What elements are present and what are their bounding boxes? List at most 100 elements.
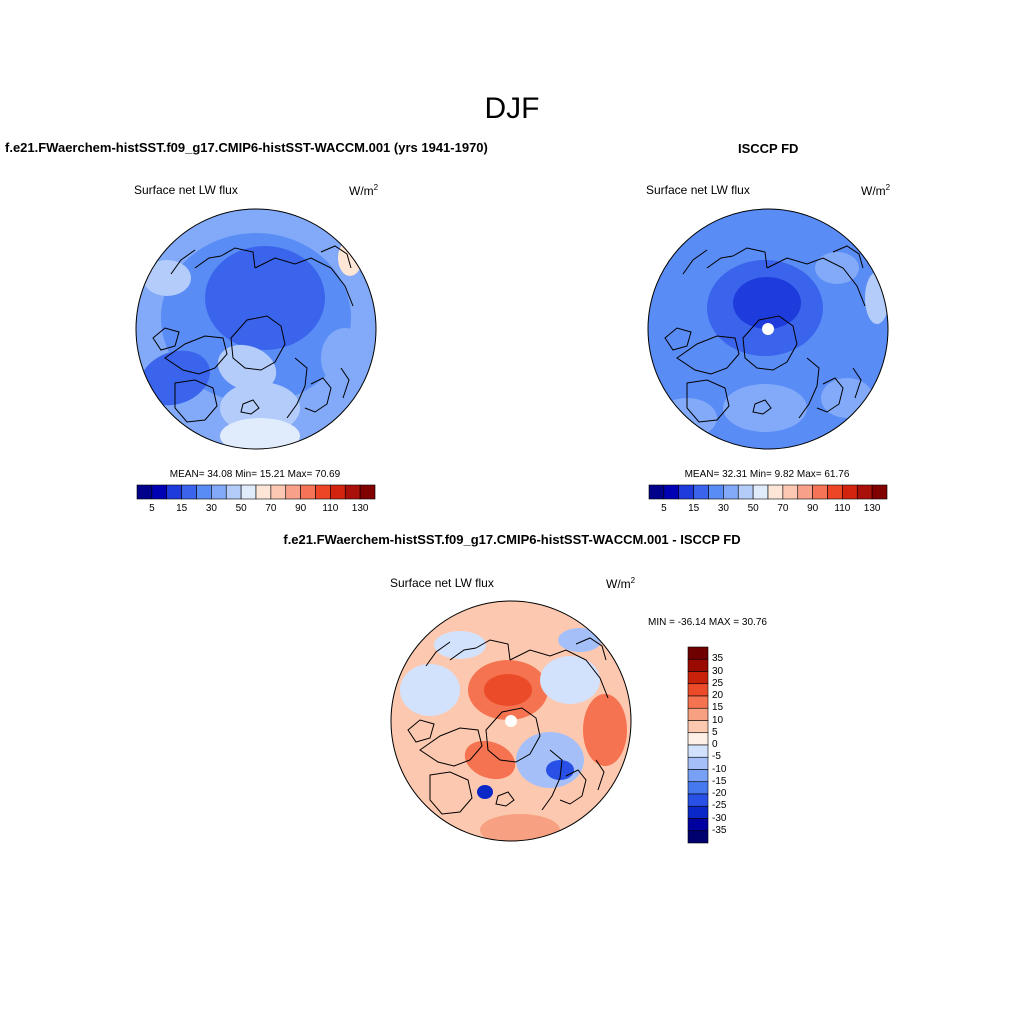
colorbar-tick-label: 5 (661, 503, 667, 514)
colorbar-swatch (270, 484, 287, 500)
panel2-colorbar-labels: 5 15 30 50 70 90 110 130 (649, 503, 887, 517)
colorbar-swatch (687, 646, 709, 660)
panel1-units: W/m2 (349, 183, 379, 198)
colorbar-tick-label: -15 (712, 775, 727, 787)
panel1-variable-label: Surface net LW flux (134, 183, 238, 197)
colorbar-tick-label: 15 (712, 702, 724, 714)
colorbar-swatch (166, 484, 182, 500)
colorbar-swatch (687, 732, 709, 746)
colorbar-swatch (181, 484, 197, 500)
colorbar-tick-label: 30 (717, 503, 729, 514)
colorbar-swatch (737, 484, 754, 500)
colorbar-swatch (687, 658, 709, 672)
colorbar-tick-label: 50 (235, 503, 247, 514)
colorbar-swatch (344, 484, 361, 500)
colorbar-swatch (767, 484, 784, 500)
colorbar-tick-label: 10 (712, 714, 724, 726)
colorbar-swatch (871, 484, 888, 500)
panel3-stats: MIN = -36.14 MAX = 30.76 (648, 617, 767, 628)
panel3-title: f.e21.FWaerchem-histSST.f09_g17.CMIP6-hi… (283, 532, 741, 547)
colorbar-tick-label: 130 (863, 503, 881, 514)
colorbar-swatch (136, 484, 153, 500)
colorbar-tick-label: 15 (176, 503, 188, 514)
colorbar-tick-label: -5 (712, 751, 721, 763)
panel2-units: W/m2 (861, 183, 891, 198)
colorbar-swatch (708, 484, 724, 500)
colorbar-swatch (723, 484, 739, 500)
colorbar-swatch (151, 484, 168, 500)
colorbar-swatch (225, 484, 242, 500)
colorbar-tick-label: 30 (712, 665, 724, 677)
panel2-variable-label: Surface net LW flux (646, 183, 750, 197)
colorbar-tick-label: 35 (712, 653, 724, 665)
colorbar-swatch (687, 671, 709, 685)
panel1-colorbar (136, 484, 376, 500)
colorbar-tick-label: 110 (834, 503, 851, 514)
panel1-polar-map (135, 208, 377, 450)
figure-title: DJF (484, 92, 540, 125)
colorbar-swatch (693, 484, 709, 500)
colorbar-swatch (812, 484, 828, 500)
panel2-title: ISCCP FD (738, 141, 799, 156)
colorbar-swatch (255, 484, 272, 500)
panel3-colorbar (687, 646, 709, 844)
panel1-title: f.e21.FWaerchem-histSST.f09_g17.CMIP6-hi… (5, 140, 488, 155)
colorbar-swatch (663, 484, 680, 500)
panel2-stats: MEAN= 32.31 Min= 9.82 Max= 61.76 (684, 469, 850, 480)
colorbar-tick-label: -30 (712, 812, 727, 824)
colorbar-swatch (300, 484, 316, 500)
colorbar-tick-label: 130 (351, 503, 369, 514)
colorbar-tick-label: 5 (149, 503, 155, 514)
colorbar-swatch (211, 484, 227, 500)
colorbar-swatch (856, 484, 873, 500)
colorbar-swatch (359, 484, 376, 500)
colorbar-swatch (240, 484, 257, 500)
panel2-colorbar (648, 484, 888, 500)
colorbar-swatch (315, 484, 331, 500)
colorbar-swatch (330, 484, 346, 500)
colorbar-tick-label: 25 (712, 677, 724, 689)
colorbar-swatch (752, 484, 769, 500)
colorbar-swatch (687, 707, 709, 721)
colorbar-tick-label: 20 (712, 690, 724, 701)
colorbar-swatch (842, 484, 858, 500)
colorbar-swatch (687, 805, 709, 819)
panel1-colorbar-labels: 5 15 30 50 70 90 110 130 (137, 503, 375, 517)
panel3-units: W/m2 (606, 576, 636, 591)
panel3-colorbar-labels: 35 30 25 20 15 10 5 0 -5 -10 -15 -20 -25 -30 -35 (712, 647, 752, 843)
colorbar-swatch (285, 484, 301, 500)
colorbar-swatch (687, 756, 709, 770)
colorbar-tick-label: 0 (712, 739, 718, 750)
colorbar-tick-label: 70 (265, 503, 277, 514)
panel2-polar-map (647, 208, 889, 450)
colorbar-tick-label: 5 (712, 726, 718, 738)
colorbar-swatch (687, 781, 709, 795)
colorbar-swatch (648, 484, 665, 500)
colorbar-swatch (687, 720, 709, 734)
colorbar-swatch (797, 484, 813, 500)
colorbar-tick-label: -10 (712, 763, 727, 775)
colorbar-swatch (687, 695, 709, 709)
colorbar-tick-label: 90 (807, 503, 819, 514)
colorbar-swatch (687, 818, 709, 832)
colorbar-tick-label: 15 (688, 503, 700, 514)
panel3-polar-map (390, 600, 632, 842)
panel1-stats: MEAN= 34.08 Min= 15.21 Max= 70.69 (169, 469, 341, 480)
colorbar-swatch (687, 793, 709, 807)
colorbar-tick-label: -20 (712, 788, 727, 799)
colorbar-swatch (687, 830, 709, 844)
colorbar-tick-label: -35 (712, 824, 727, 836)
colorbar-swatch (687, 769, 709, 783)
panel3-variable-label: Surface net LW flux (390, 576, 494, 590)
colorbar-swatch (782, 484, 799, 500)
colorbar-swatch (687, 683, 709, 697)
colorbar-tick-label: 110 (322, 503, 339, 514)
colorbar-swatch (196, 484, 212, 500)
colorbar-swatch (687, 744, 709, 758)
colorbar-tick-label: 70 (777, 503, 789, 514)
colorbar-tick-label: -25 (712, 800, 727, 812)
colorbar-swatch (827, 484, 843, 500)
colorbar-tick-label: 30 (205, 503, 217, 514)
colorbar-tick-label: 50 (747, 503, 759, 514)
colorbar-swatch (678, 484, 694, 500)
